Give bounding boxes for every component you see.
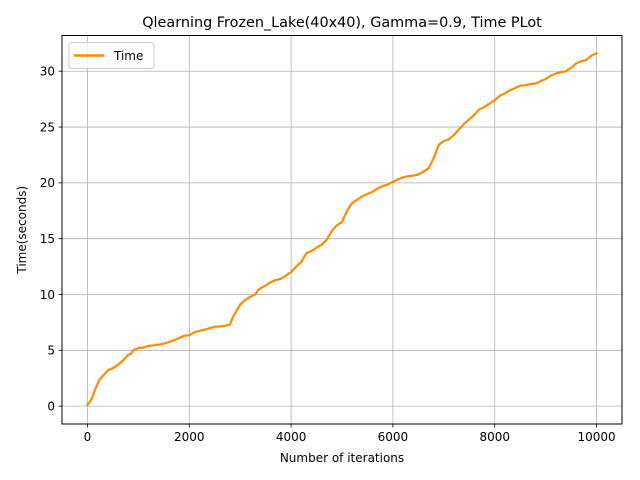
y-tick-label: 25 bbox=[40, 120, 55, 134]
series-layer bbox=[85, 51, 598, 407]
x-tick-label: 10000 bbox=[577, 430, 615, 444]
x-tick-label: 4000 bbox=[276, 430, 307, 444]
x-tick-label: 2000 bbox=[174, 430, 205, 444]
x-axis: 0 2000 4000 6000 8000 10000 bbox=[84, 424, 616, 444]
x-tick-label: 6000 bbox=[378, 430, 409, 444]
legend-box bbox=[68, 42, 155, 69]
chart-title: Qlearning Frozen_Lake(40x40), Gamma=0.9,… bbox=[142, 15, 542, 31]
y-tick-label: 5 bbox=[47, 344, 55, 358]
legend-label: Time bbox=[113, 49, 143, 63]
y-tick-label: 20 bbox=[40, 176, 55, 190]
y-tick-label: 30 bbox=[40, 65, 55, 79]
y-tick-label: 10 bbox=[40, 288, 55, 302]
y-axis: 0 5 10 15 20 25 30 bbox=[40, 65, 62, 413]
x-axis-label: Number of iterations bbox=[280, 451, 404, 465]
legend: Time bbox=[68, 42, 155, 69]
series-line-time bbox=[85, 51, 598, 407]
x-tick-label: 8000 bbox=[479, 430, 510, 444]
x-tick-label: 0 bbox=[84, 430, 92, 444]
y-tick-label: 15 bbox=[40, 232, 55, 246]
y-axis-label: Time(seconds) bbox=[15, 186, 29, 275]
plot-area-frame bbox=[61, 35, 623, 425]
y-tick-label: 0 bbox=[47, 399, 55, 413]
grid bbox=[62, 35, 622, 424]
